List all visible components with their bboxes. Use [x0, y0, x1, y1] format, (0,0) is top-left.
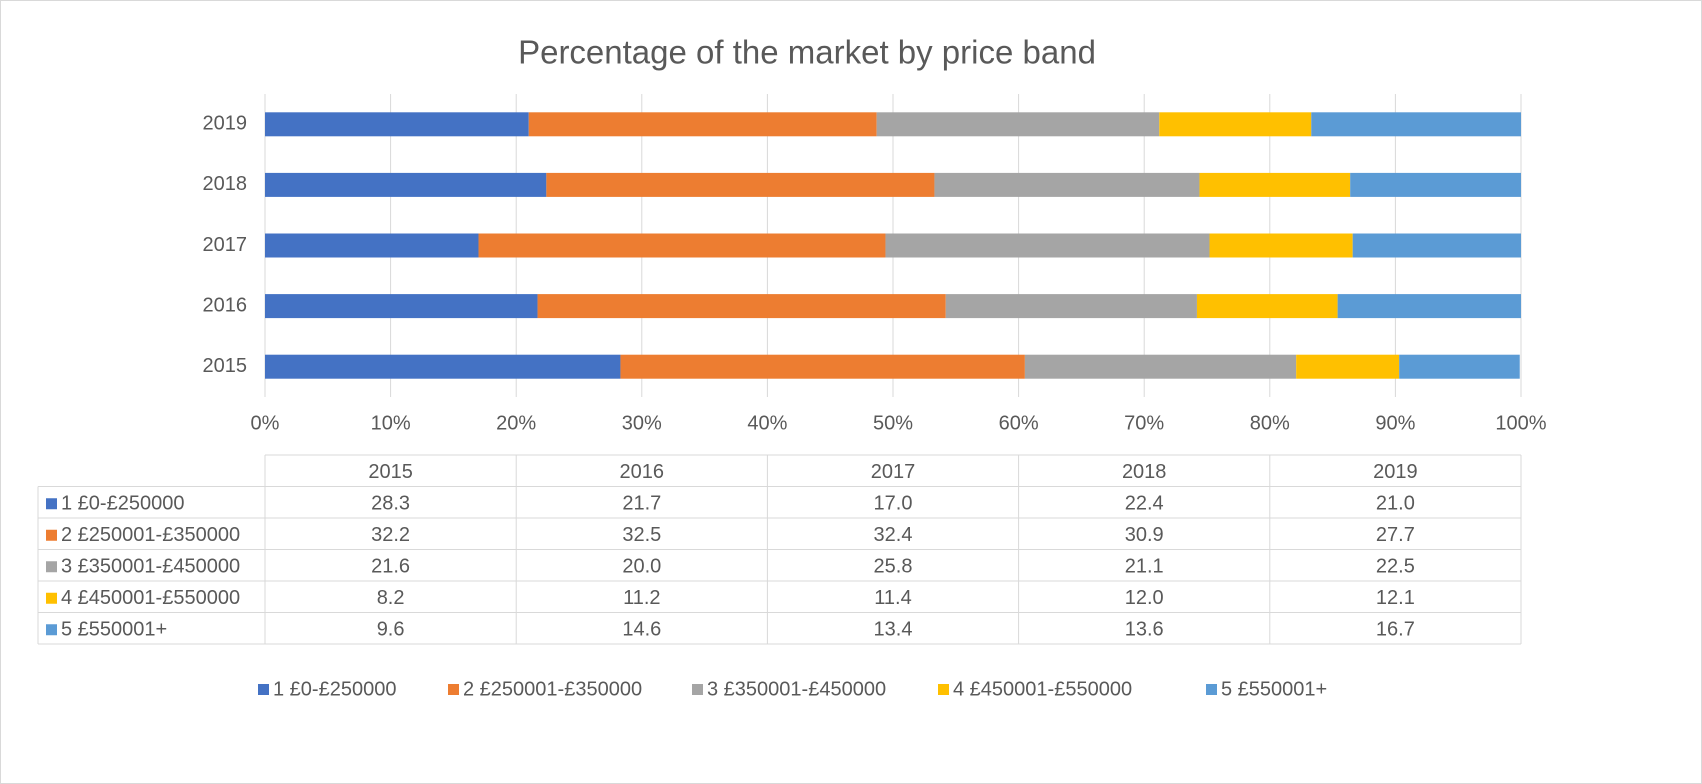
table-cell: 32.5 — [622, 524, 661, 546]
x-tick-label: 60% — [999, 412, 1039, 434]
table-cell: 13.4 — [874, 619, 913, 641]
legend-label: 4 £450001-£550000 — [953, 678, 1132, 700]
bar-segment — [945, 294, 1197, 319]
bar-segment — [265, 112, 529, 137]
table-row-label: 2 £250001-£350000 — [61, 524, 240, 546]
table-row-label: 5 £550001+ — [61, 619, 167, 641]
table-cell: 22.4 — [1125, 493, 1164, 515]
bar-segment — [478, 233, 886, 258]
table-cell: 16.7 — [1376, 619, 1415, 641]
legend-label: 3 £350001-£450000 — [707, 678, 886, 700]
table-cell: 32.4 — [874, 524, 913, 546]
bar-segment — [546, 172, 935, 197]
table-cell: 14.6 — [622, 619, 661, 641]
table-cell: 30.9 — [1125, 524, 1164, 546]
bar-segment — [1199, 172, 1351, 197]
table-cell: 9.6 — [377, 619, 405, 641]
table-cell: 32.2 — [371, 524, 410, 546]
legend-key — [448, 684, 459, 695]
bar-segment — [265, 172, 547, 197]
table-row-label: 4 £450001-£550000 — [61, 587, 240, 609]
bar-segment — [528, 112, 877, 137]
x-tick-label: 0% — [251, 412, 280, 434]
table-header: 2017 — [871, 461, 916, 483]
bar-segment — [1350, 172, 1521, 197]
y-tick-label: 2018 — [203, 173, 248, 195]
bar-segment — [1196, 294, 1338, 319]
legend-key — [938, 684, 949, 695]
legend-label: 2 £250001-£350000 — [463, 678, 642, 700]
bar-segment — [1399, 354, 1520, 379]
table-cell: 21.7 — [622, 493, 661, 515]
bar-segment — [265, 233, 479, 258]
y-tick-label: 2017 — [203, 234, 248, 256]
bar-segment — [1337, 294, 1521, 319]
x-tick-label: 90% — [1375, 412, 1415, 434]
x-tick-label: 50% — [873, 412, 913, 434]
x-tick-label: 100% — [1495, 412, 1546, 434]
legend-key — [1206, 684, 1217, 695]
table-cell: 8.2 — [377, 587, 405, 609]
table-header: 2015 — [368, 461, 413, 483]
table-legend-key — [46, 592, 57, 604]
table-row-label: 1 £0-£250000 — [61, 493, 184, 515]
table-cell: 25.8 — [874, 556, 913, 578]
bar-segment — [1024, 354, 1297, 379]
bar-segment — [876, 112, 1160, 137]
table-legend-key — [46, 561, 57, 573]
table-cell: 17.0 — [874, 493, 913, 515]
table-cell: 21.6 — [371, 556, 410, 578]
chart-title: Percentage of the market by price band — [518, 34, 1096, 71]
table-cell: 11.4 — [874, 587, 911, 609]
bar-segment — [1159, 112, 1312, 137]
legend-label: 5 £550001+ — [1221, 678, 1327, 700]
x-tick-label: 30% — [622, 412, 662, 434]
table-cell: 12.1 — [1376, 587, 1415, 609]
legend-label: 1 £0-£250000 — [273, 678, 396, 700]
table-cell: 28.3 — [371, 493, 410, 515]
x-tick-label: 80% — [1250, 412, 1290, 434]
table-cell: 20.0 — [622, 556, 661, 578]
y-tick-label: 2016 — [203, 294, 248, 316]
bar-segment — [1311, 112, 1521, 137]
bar-segment — [1209, 233, 1353, 258]
y-tick-label: 2019 — [203, 113, 248, 135]
x-tick-label: 10% — [371, 412, 411, 434]
bar-segment — [934, 172, 1200, 197]
x-tick-label: 40% — [747, 412, 787, 434]
table-legend-key — [46, 529, 57, 541]
x-tick-label: 70% — [1124, 412, 1164, 434]
table-header: 2019 — [1373, 461, 1418, 483]
table-legend-key — [46, 624, 57, 636]
bar-segment — [265, 294, 538, 319]
table-legend-key — [46, 498, 57, 510]
x-tick-label: 20% — [496, 412, 536, 434]
table-header: 2018 — [1122, 461, 1167, 483]
bar-segment — [620, 354, 1025, 379]
bar-segment — [537, 294, 946, 319]
table-cell: 13.6 — [1125, 619, 1164, 641]
table-row-label: 3 £350001-£450000 — [61, 556, 240, 578]
legend-key — [692, 684, 703, 695]
table-cell: 11.2 — [623, 587, 660, 609]
table-header: 2016 — [620, 461, 665, 483]
table-cell: 21.1 — [1125, 556, 1164, 578]
table-cell: 21.0 — [1376, 493, 1415, 515]
table-cell: 27.7 — [1376, 524, 1415, 546]
bar-segment — [885, 233, 1210, 258]
table-cell: 22.5 — [1376, 556, 1415, 578]
bar-segment — [265, 354, 621, 379]
legend-key — [258, 684, 269, 695]
bar-segment — [1296, 354, 1400, 379]
table-cell: 12.0 — [1125, 587, 1164, 609]
y-tick-label: 2015 — [203, 355, 248, 377]
bar-segment — [1352, 233, 1521, 258]
